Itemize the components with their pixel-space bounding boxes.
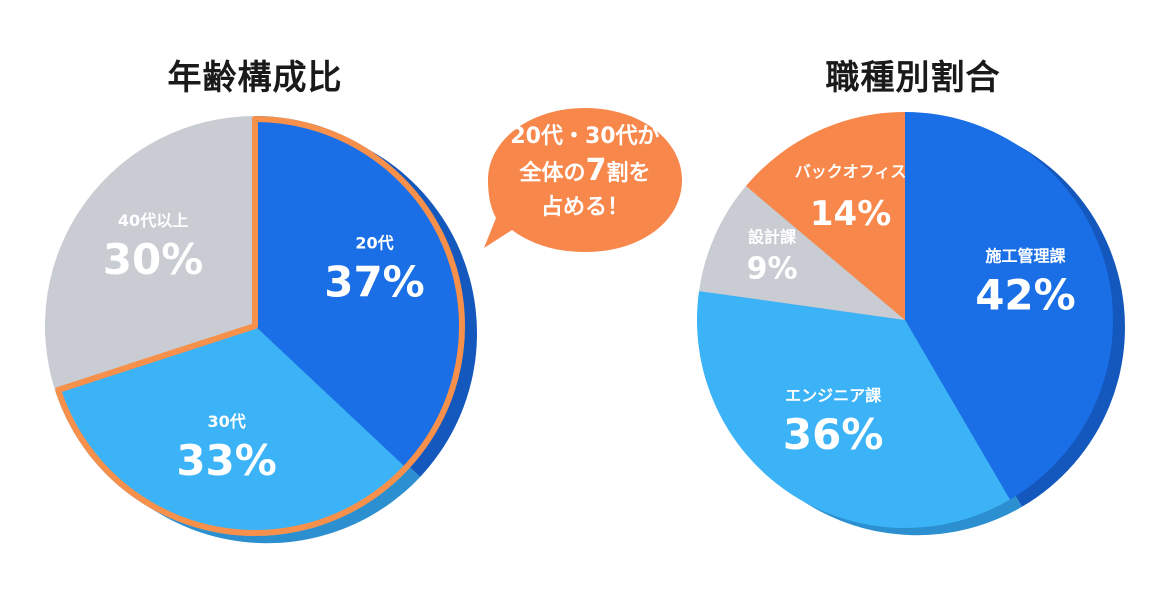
slice-value-label-2: 9% (747, 252, 798, 287)
pie-slice-2 (44, 116, 255, 391)
speech-bubble (484, 108, 682, 252)
callout-line-3: 占める！ (540, 195, 629, 220)
callout-line-2-pre: 全体の (519, 161, 586, 186)
pie-slice-0 (255, 116, 465, 470)
callout-line-2-post: 割を (606, 161, 651, 186)
pie-slice-0 (905, 112, 1114, 500)
highlight-outline (55, 116, 465, 536)
slice-value-label-3: 14% (810, 194, 891, 234)
slice-value-label-0: 37% (324, 257, 425, 306)
slice-name-label-2: 40代以上 (118, 211, 188, 230)
slice-name-label-3: バックオフィス (795, 162, 907, 181)
callout-line-1: 20代・30代が (510, 124, 660, 149)
slice-name-label-0: 施工管理課 (985, 246, 1066, 265)
pie-slice-1 (697, 290, 1010, 528)
callout-text: 20代・30代が 全体の7割を 占める！ (480, 120, 690, 225)
slice-value-label-1: 33% (176, 436, 277, 485)
slice-name-label-2: 設計課 (748, 228, 797, 247)
slice-name-label-0: 20代 (355, 233, 393, 252)
pie-slice-2 (699, 186, 905, 320)
slice-name-label-1: エンジニア課 (785, 386, 882, 405)
pie-slice-1 (55, 326, 409, 536)
callout-line-2: 全体の7割を (480, 154, 690, 191)
pie-slice-3 (745, 112, 905, 320)
age-chart-title: 年齢構成比 (167, 58, 343, 98)
slice-name-label-1: 30代 (207, 412, 245, 431)
callout-number: 7 (585, 153, 607, 188)
slice-value-label-0: 42% (975, 270, 1076, 319)
job-chart-title: 職種別割合 (825, 58, 1001, 98)
slice-value-label-2: 30% (103, 235, 204, 284)
slice-value-label-1: 36% (783, 410, 884, 459)
